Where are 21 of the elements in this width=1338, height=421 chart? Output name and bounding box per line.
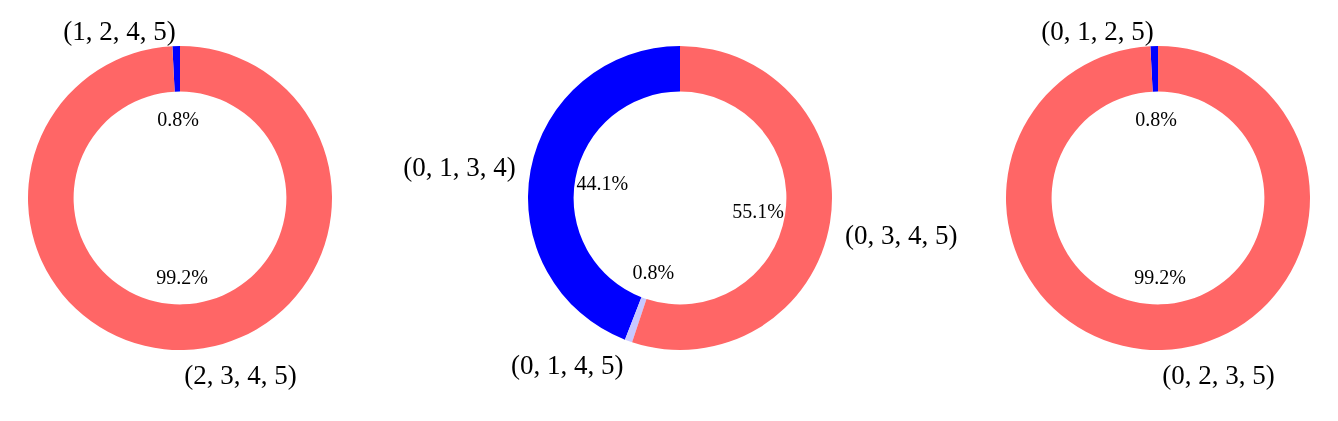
- donut-slice: [632, 46, 832, 350]
- slice-label: (0, 1, 2, 5): [1041, 15, 1154, 46]
- data-label: 55.1%: [732, 199, 784, 222]
- data-label: 99.2%: [1134, 266, 1186, 289]
- data-label: 0.8%: [157, 107, 199, 130]
- donut-slice: [1150, 46, 1158, 92]
- slice-label: (2, 3, 4, 5): [184, 360, 297, 391]
- slice-label: (0, 3, 4, 5): [845, 219, 958, 250]
- donut-slice: [28, 46, 332, 350]
- donut-slice: [1006, 46, 1310, 350]
- slice-label: (0, 2, 3, 5): [1162, 360, 1275, 391]
- donut-slice: [624, 297, 647, 343]
- slice-label: (0, 1, 4, 5): [510, 350, 624, 381]
- slice-label: (0, 1, 3, 4): [403, 152, 516, 183]
- donut-slice: [172, 46, 180, 92]
- donut-slice: [528, 46, 680, 340]
- data-label: 0.8%: [1135, 107, 1177, 130]
- data-label: 99.2%: [156, 266, 208, 289]
- data-label: 0.8%: [632, 261, 675, 284]
- slice-label: (1, 2, 4, 5): [63, 15, 176, 46]
- data-label: 44.1%: [576, 172, 629, 195]
